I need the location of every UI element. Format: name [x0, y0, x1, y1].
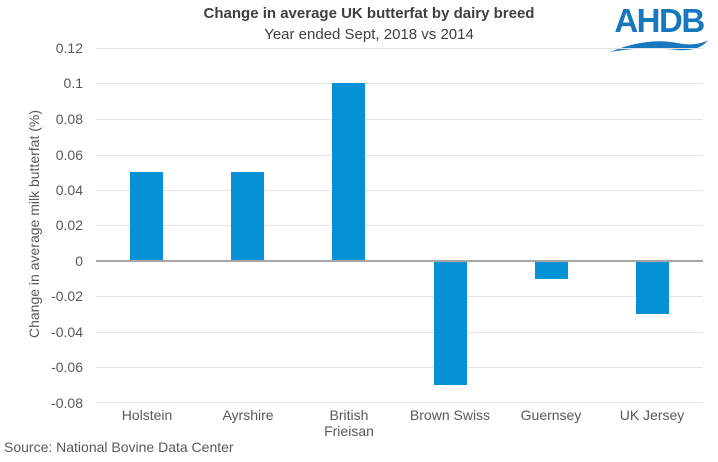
ahdb-logo: AHDB	[606, 4, 712, 54]
bar-holstein	[130, 172, 163, 261]
gridline	[96, 48, 703, 49]
category-label: Ayrshire	[222, 407, 274, 423]
bar-ayrshire	[231, 172, 264, 261]
y-tick-label: 0.04	[55, 182, 83, 198]
ahdb-wave-icon	[609, 40, 709, 53]
bar-uk-jersey	[636, 261, 669, 314]
x-axis-category-labels: Holstein Ayrshire British Frieisan Brown Sw…	[96, 407, 703, 443]
bar-guernsey	[535, 261, 568, 279]
y-tick-label: 0.02	[55, 217, 83, 233]
y-axis-tick-labels: 0.12 0.1 0.08 0.06 0.04 0.02 0 -0.02 -0.04 -0.06 -…	[0, 40, 83, 411]
y-tick-label: 0.06	[55, 147, 83, 163]
zero-axis-line	[96, 260, 703, 262]
chart-title: Change in average UK butterfat by dairy …	[203, 5, 535, 22]
category-label: Holstein	[121, 407, 173, 423]
y-tick-label: -0.02	[51, 288, 83, 304]
plot-area	[96, 48, 703, 403]
y-tick-label: 0.08	[55, 111, 83, 127]
gridline	[96, 83, 703, 84]
chart-subtitle: Year ended Sept, 2018 vs 2014	[264, 26, 474, 43]
bar-brown-swiss	[434, 261, 467, 385]
source-note: Source: National Bovine Data Center	[4, 439, 234, 455]
y-tick-label: -0.08	[51, 395, 83, 411]
category-label: Brown Swiss	[409, 407, 491, 423]
gridline	[96, 296, 703, 297]
y-tick-label: 0	[75, 253, 83, 269]
gridline	[96, 402, 703, 403]
bar-british-frieisan	[332, 83, 365, 261]
gridline	[96, 155, 703, 156]
gridline	[96, 332, 703, 333]
gridline	[96, 119, 703, 120]
y-tick-label: 0.1	[63, 75, 83, 91]
category-label: UK Jersey	[619, 407, 685, 423]
gridline	[96, 190, 703, 191]
gridline	[96, 225, 703, 226]
gridline	[96, 367, 703, 368]
category-label: Guernsey	[520, 407, 582, 423]
y-tick-label: 0.12	[55, 40, 83, 56]
y-tick-label: -0.04	[51, 324, 83, 340]
y-tick-label: -0.06	[51, 359, 83, 375]
ahdb-logo-text: AHDB	[614, 2, 705, 39]
category-label: British Frieisan	[324, 407, 374, 439]
